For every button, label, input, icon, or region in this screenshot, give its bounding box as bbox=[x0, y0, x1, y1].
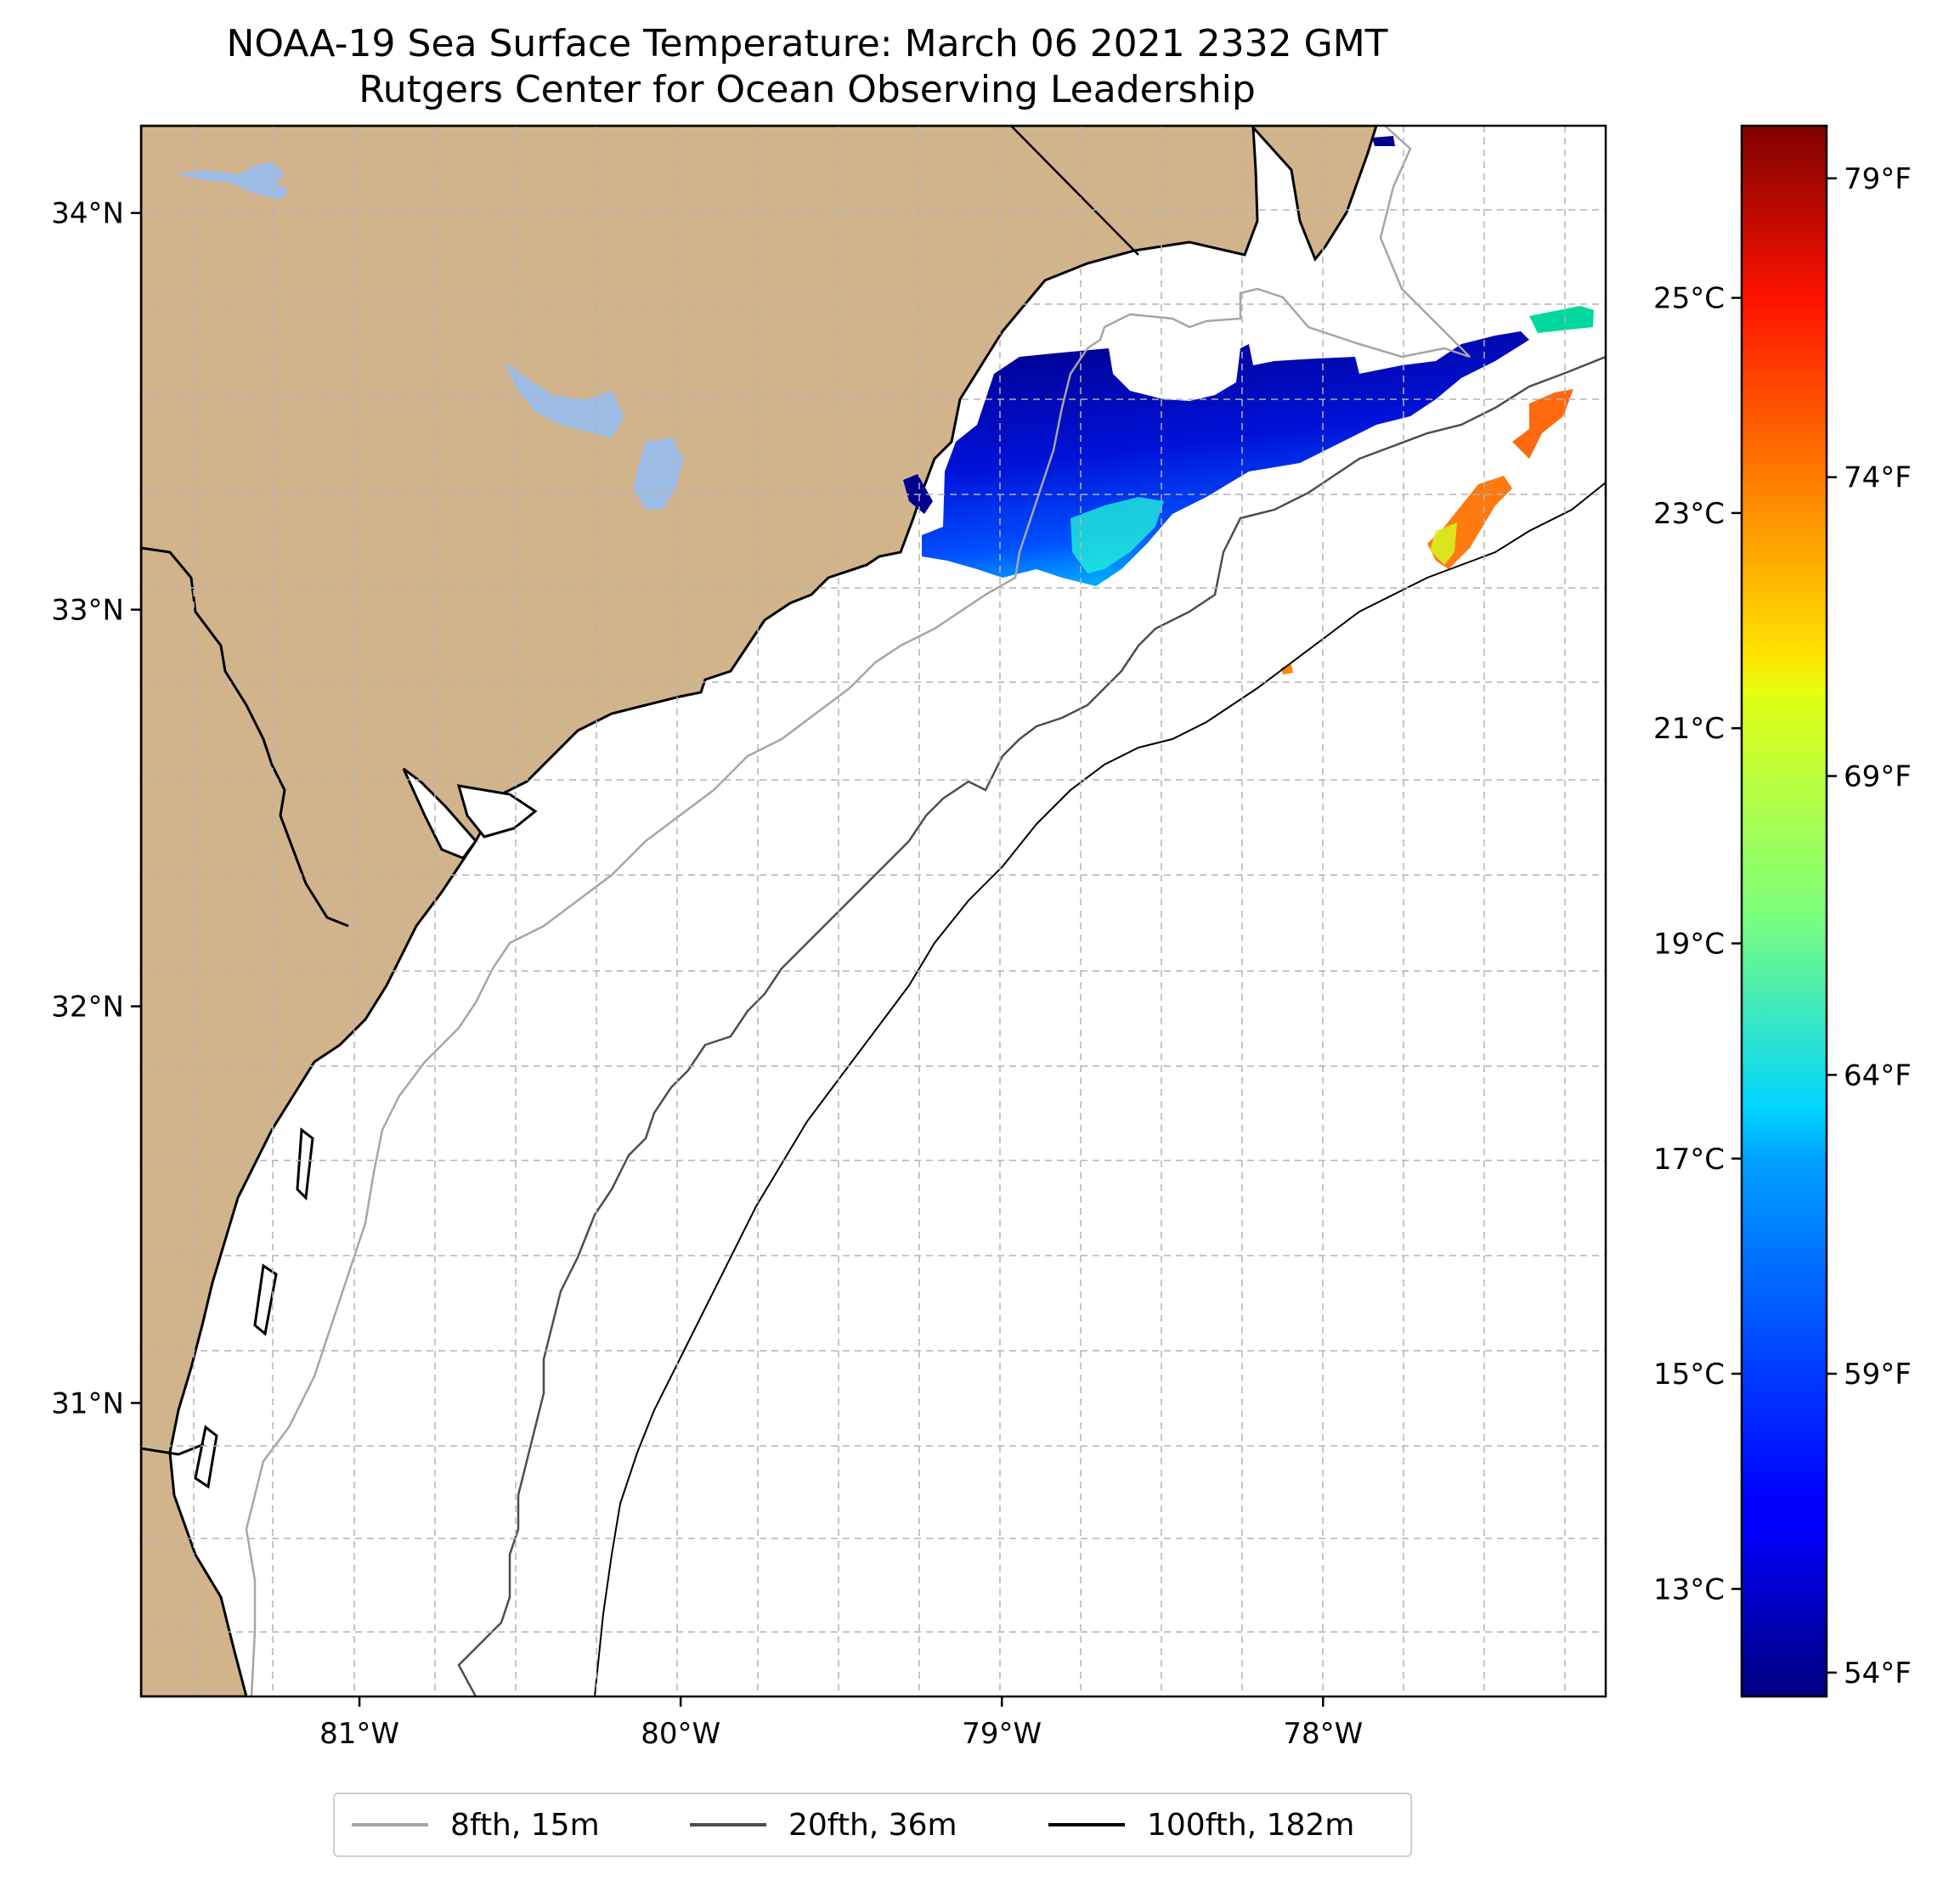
river-boundary-south bbox=[141, 1442, 205, 1456]
lat-tick-label: 32°N bbox=[51, 991, 124, 1025]
map-frame bbox=[139, 124, 1607, 1698]
map-subtitle: Rutgers Center for Ocean Observing Leade… bbox=[359, 68, 1256, 111]
longitude-ticks: 81°W 80°W 79°W 78°W bbox=[319, 1697, 1363, 1751]
legend-label: 100fth, 182m bbox=[1147, 1807, 1355, 1843]
celsius-tick-label: 17°C bbox=[1653, 1143, 1725, 1177]
lat-tick-label: 34°N bbox=[51, 197, 124, 231]
legend-item-20fth: 20fth, 36m bbox=[690, 1794, 957, 1855]
inlet bbox=[402, 767, 477, 860]
sst-patch-stream-c bbox=[1430, 522, 1457, 565]
isobath-legend: 8fth, 15m 20fth, 36m 100fth, 182m bbox=[333, 1792, 1412, 1857]
colorbar bbox=[1740, 124, 1828, 1698]
land bbox=[141, 126, 1378, 1697]
celsius-tick-label: 23°C bbox=[1653, 497, 1725, 531]
map-title: NOAA-19 Sea Surface Temperature: March 0… bbox=[226, 22, 1388, 65]
celsius-tick-label: 19°C bbox=[1653, 927, 1725, 961]
lake-marion bbox=[176, 161, 289, 200]
legend-item-8fth: 8fth, 15m bbox=[352, 1794, 600, 1855]
legend-label: 20fth, 36m bbox=[788, 1807, 957, 1843]
map-area bbox=[141, 126, 1606, 1697]
fahrenheit-tick-label: 59°F bbox=[1844, 1358, 1912, 1392]
fahrenheit-tick-label: 64°F bbox=[1844, 1059, 1912, 1092]
isobath-100fth bbox=[594, 482, 1606, 1697]
lat-tick-label: 31°N bbox=[51, 1386, 124, 1420]
fahrenheit-tick-label: 69°F bbox=[1844, 759, 1912, 793]
fahrenheit-tick-label: 74°F bbox=[1844, 461, 1912, 495]
sst-patch-small bbox=[1281, 664, 1293, 675]
isobath-20fth bbox=[457, 355, 1606, 1697]
legend-swatch bbox=[1048, 1823, 1125, 1826]
lake-moultrie-b bbox=[633, 438, 684, 510]
fahrenheit-tick-label: 54°F bbox=[1844, 1657, 1912, 1691]
legend-swatch bbox=[690, 1823, 766, 1826]
celsius-tick-label: 21°C bbox=[1653, 712, 1725, 746]
isobath-8fth bbox=[245, 126, 1471, 1697]
legend-swatch bbox=[352, 1823, 428, 1826]
celsius-tick-label: 13°C bbox=[1653, 1572, 1725, 1606]
sst-patch-stream-a bbox=[1512, 389, 1573, 459]
celsius-tick-label: 25°C bbox=[1653, 282, 1725, 316]
lon-tick-label: 81°W bbox=[319, 1717, 399, 1751]
sst-data bbox=[903, 136, 1594, 675]
lon-tick-label: 78°W bbox=[1283, 1717, 1363, 1751]
inlet bbox=[253, 1263, 278, 1336]
celsius-tick-label: 15°C bbox=[1653, 1358, 1725, 1392]
sst-patch-warm-core bbox=[1070, 497, 1164, 573]
fahrenheit-tick-label: 79°F bbox=[1844, 162, 1912, 196]
sst-speck bbox=[1372, 136, 1395, 146]
state-boundary bbox=[1010, 126, 1139, 256]
colorbar-fahrenheit-ticks: 54°F 59°F 64°F 69°F 74°F 79°F bbox=[1827, 162, 1912, 1691]
legend-label: 8fth, 15m bbox=[450, 1807, 600, 1843]
river-boundary bbox=[141, 546, 349, 928]
latitude-ticks: 34°N 33°N 32°N 31°N bbox=[51, 197, 141, 1420]
sst-patch-northeast bbox=[1529, 306, 1594, 333]
lon-tick-label: 80°W bbox=[641, 1717, 720, 1751]
legend-item-100fth: 100fth, 182m bbox=[1048, 1794, 1354, 1855]
colorbar-celsius-ticks: 13°C 15°C 17°C 19°C 21°C 23°C 25°C bbox=[1653, 282, 1742, 1606]
inlet bbox=[296, 1127, 314, 1201]
gridlines bbox=[141, 126, 1606, 1697]
lat-tick-label: 33°N bbox=[51, 594, 124, 628]
lon-tick-label: 79°W bbox=[962, 1717, 1042, 1751]
